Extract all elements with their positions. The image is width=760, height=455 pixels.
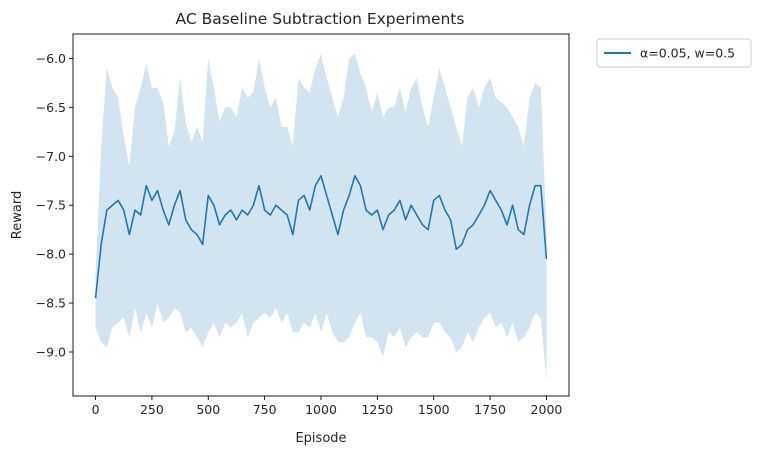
series-0-std-band <box>95 53 547 382</box>
legend: α=0.05, w=0.5 <box>596 38 752 68</box>
y-tick-label: −9.0 <box>36 344 66 359</box>
y-tick-label: −6.5 <box>36 100 66 115</box>
x-tick-label: 1250 <box>361 402 393 417</box>
y-axis-ticks: −9.0 −8.5 −8.0 −7.5 −7.0 −6.5 −6.0 <box>36 51 73 359</box>
x-tick-label: 1000 <box>305 402 337 417</box>
x-axis-ticks: 0 250 500 750 1000 1250 1500 1750 2000 <box>92 396 563 417</box>
series-0-mean-line <box>94 175 548 299</box>
std-band-layer <box>95 53 547 382</box>
x-axis-label: Episode <box>295 431 346 446</box>
x-tick-label: 0 <box>92 402 100 417</box>
x-tick-label: 2000 <box>531 402 563 417</box>
x-tick-label: 500 <box>196 402 220 417</box>
y-tick-label: −7.0 <box>36 149 66 164</box>
y-tick-label: −8.0 <box>36 247 66 262</box>
x-tick-label: 1500 <box>418 402 450 417</box>
legend-box <box>596 38 752 68</box>
x-tick-label: 250 <box>140 402 164 417</box>
legend-label: α=0.05, w=0.5 <box>640 46 735 61</box>
chart-title: AC Baseline Subtraction Experiments <box>176 10 465 28</box>
y-tick-label: −7.5 <box>36 198 66 213</box>
x-tick-label: 1750 <box>474 402 506 417</box>
y-tick-label: −6.0 <box>36 51 66 66</box>
y-tick-label: −8.5 <box>36 296 66 311</box>
x-tick-label: 750 <box>253 402 277 417</box>
mean-line-layer <box>94 175 548 299</box>
y-axis-label: Reward <box>10 191 25 239</box>
